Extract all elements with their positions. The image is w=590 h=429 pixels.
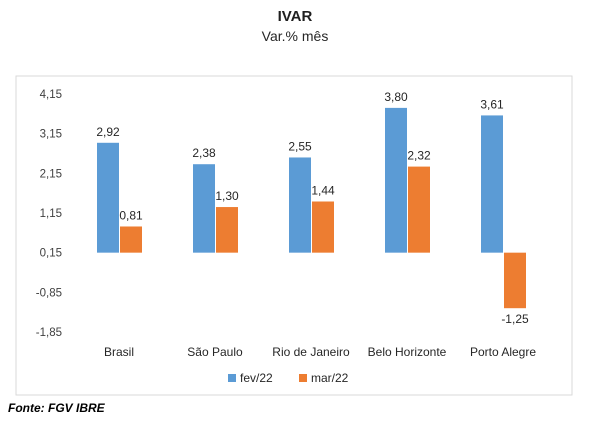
bar-mar22 (312, 201, 334, 253)
plot-border (15, 75, 573, 396)
data-label: -1,25 (501, 312, 529, 326)
legend: fev/22 mar/22 (228, 371, 349, 385)
data-labels: 2,92 0,81 2,38 1,30 2,55 1,44 3,80 2,32 3,61 -1,2… (96, 90, 529, 326)
data-label: 0,81 (119, 208, 143, 222)
y-tick-label: 2,15 (40, 168, 62, 180)
source-note: Fonte: FGV IBRE (8, 401, 105, 415)
category-label: Brasil (104, 345, 134, 359)
y-tick-label: 4,15 (40, 89, 62, 101)
y-tick-label: -0,85 (36, 287, 62, 299)
data-label: 2,55 (288, 139, 312, 153)
bar-mar22 (504, 252, 526, 309)
data-label: 1,44 (311, 183, 335, 197)
y-tick-label: 1,15 (40, 208, 62, 220)
bar-fev22 (289, 157, 311, 253)
legend-label: mar/22 (311, 371, 349, 385)
bar-fev22 (481, 115, 503, 253)
data-label: 3,61 (480, 97, 504, 111)
bar-mar22 (216, 207, 238, 253)
bar-fev22 (97, 142, 119, 253)
data-label: 3,80 (384, 90, 408, 104)
legend-label: fev/22 (240, 371, 273, 385)
x-axis-categories: Brasil São Paulo Rio de Janeiro Belo Horizo… (104, 345, 536, 359)
bar-mar22 (408, 166, 430, 253)
legend-swatch (299, 374, 307, 382)
category-label: São Paulo (187, 345, 243, 359)
data-label: 2,32 (407, 149, 431, 163)
chart-subtitle: Var.% mês (261, 28, 329, 44)
bar-fev22 (193, 164, 215, 253)
category-label: Rio de Janeiro (272, 345, 350, 359)
legend-swatch (228, 374, 236, 382)
bar-fev22 (385, 107, 407, 253)
category-label: Belo Horizonte (368, 345, 447, 359)
chart-title: IVAR (277, 8, 313, 25)
data-label: 2,92 (96, 125, 120, 139)
y-axis: 4,15 3,15 2,15 1,15 0,15 -0,85 -1,85 (36, 89, 62, 339)
y-tick-label: 0,15 (40, 248, 62, 260)
bar-mar22 (120, 226, 142, 253)
bars (97, 107, 526, 309)
y-tick-label: -1,85 (36, 327, 62, 339)
y-tick-label: 3,15 (40, 129, 62, 141)
category-label: Porto Alegre (470, 345, 536, 359)
data-label: 1,30 (215, 189, 239, 203)
data-label: 2,38 (192, 146, 216, 160)
